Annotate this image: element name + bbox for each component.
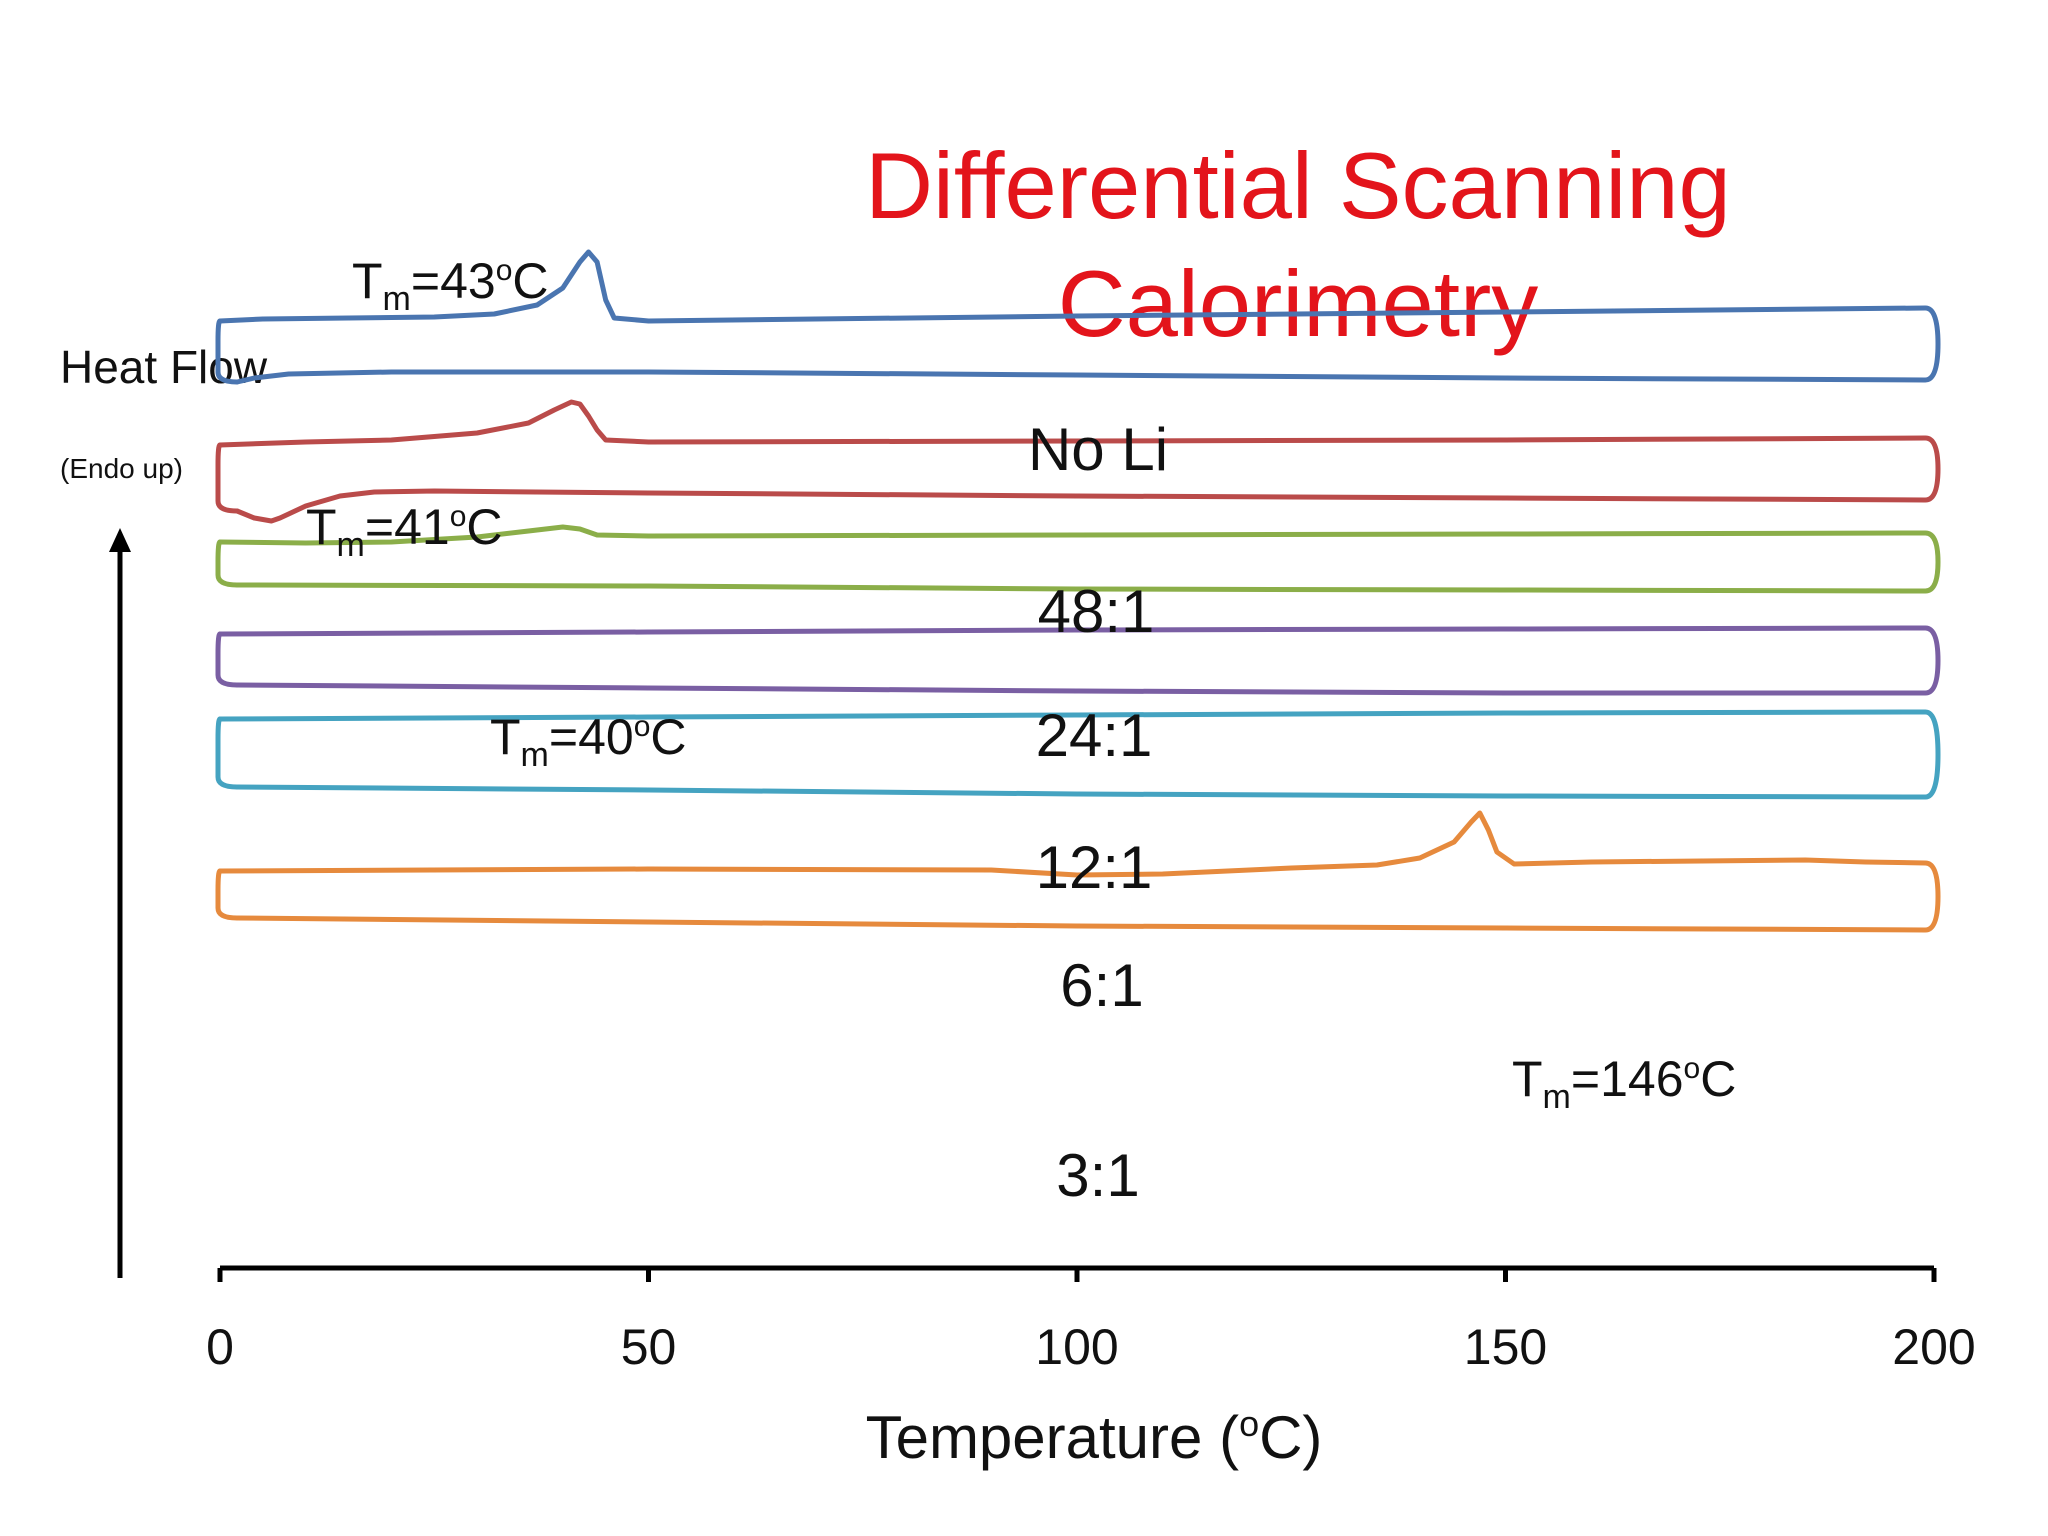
trace-1 [217, 399, 1941, 524]
series-label-4: 6:1 [1060, 952, 1143, 1019]
y-axis-label: Heat Flow [60, 341, 268, 393]
series-label-2: 24:1 [1036, 702, 1153, 769]
trace-4 [217, 709, 1941, 800]
trace-1-start [215, 442, 240, 514]
series-label-5: 3:1 [1056, 1142, 1139, 1209]
melting-point-annotation-5: Tm=146oC [1512, 1051, 1736, 1116]
melting-point-annotation-2: Tm=40oC [490, 709, 687, 774]
x-axis-ticks: 0 50 100 150 200 [206, 1268, 1976, 1375]
trace-3-start [215, 631, 240, 688]
melting-point-annotation-0: Tm=43oC [352, 253, 549, 318]
melting-point-annotation-1: Tm=41oC [306, 499, 503, 564]
x-tick-label: 0 [206, 1319, 234, 1375]
series-labels: No Li Tm=43oC 48:1 Tm=41oC 24:1 Tm=40oC 12:1 6:… [306, 253, 1736, 1209]
y-axis-arrow-head [109, 528, 131, 552]
x-tick-label: 150 [1464, 1319, 1547, 1375]
trace-5-start [215, 868, 240, 921]
x-tick-label: 200 [1892, 1319, 1975, 1375]
trace-4-start [215, 716, 240, 790]
series-label-3: 12:1 [1036, 834, 1153, 901]
y-axis-note: (Endo up) [60, 453, 183, 484]
trace-3 [217, 625, 1941, 696]
x-axis-label: Temperature (oC) [866, 1403, 1323, 1471]
trace-0-start [215, 318, 240, 385]
series-traces [215, 249, 1941, 933]
trace-0 [217, 249, 1941, 385]
x-tick-label: 100 [1035, 1319, 1118, 1375]
series-label-0: No Li [1028, 416, 1168, 483]
trace-5 [217, 810, 1941, 933]
chart-title-line-2: Calorimetry [1058, 251, 1539, 356]
series-label-1: 48:1 [1038, 578, 1155, 645]
trace-2-start [215, 539, 240, 588]
chart-title-line-1: Differential Scanning [865, 133, 1731, 238]
trace-2 [217, 524, 1941, 594]
x-tick-label: 50 [621, 1319, 677, 1375]
